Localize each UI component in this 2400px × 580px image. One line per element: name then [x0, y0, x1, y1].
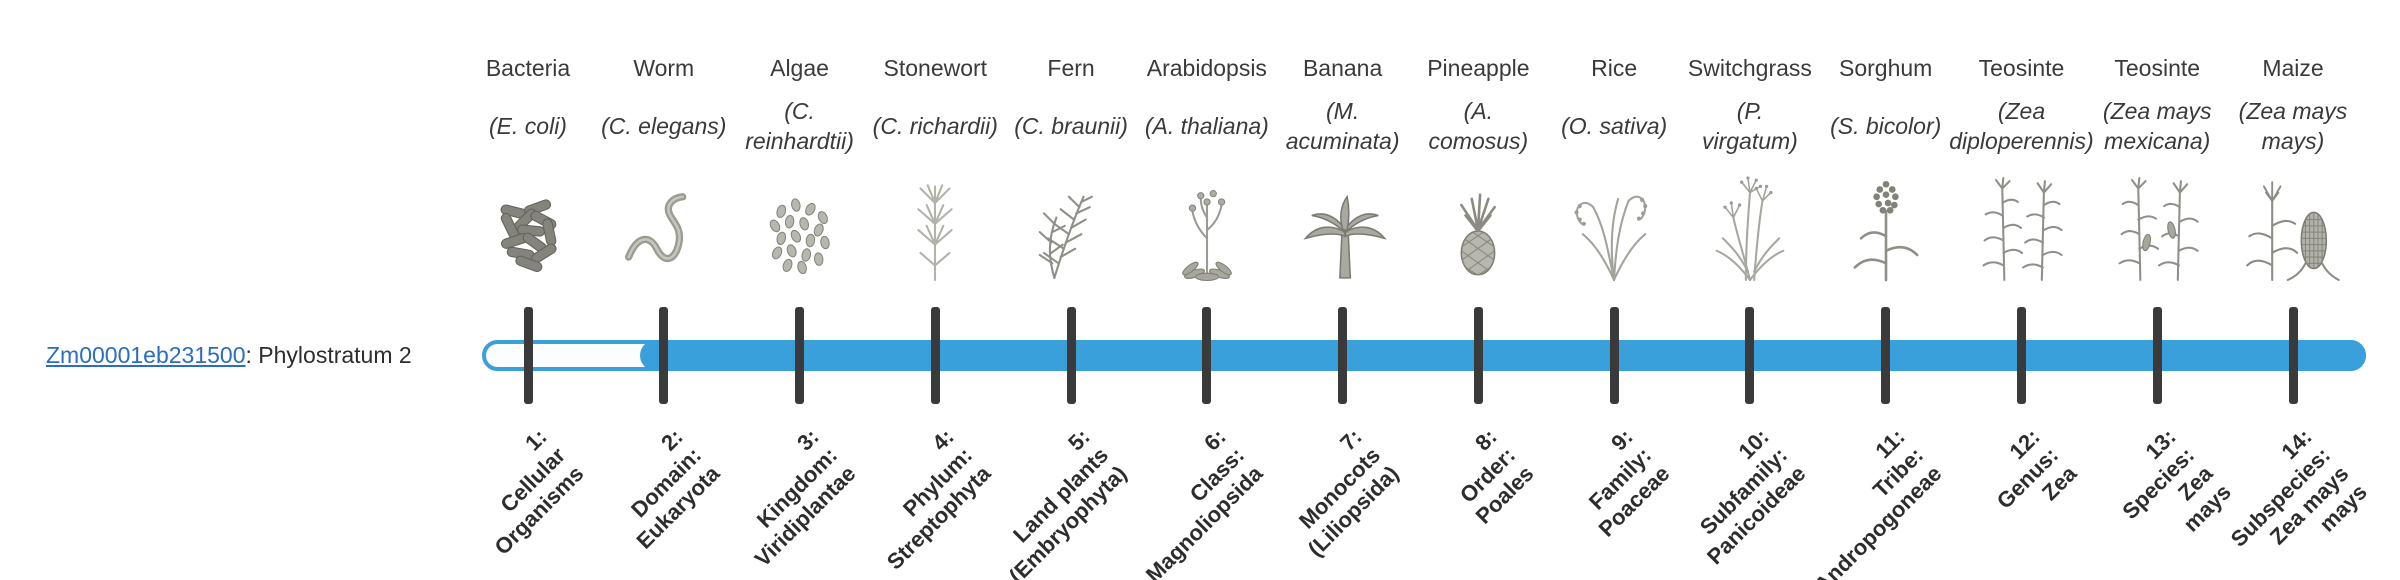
organism-scientific-name: (Zea mays mays) — [2238, 98, 2348, 154]
organism-scientific-name: (M. acuminata) — [1285, 98, 1400, 154]
organism-column-13: Teosinte (Zea mays mexicana) — [2062, 0, 2252, 580]
organism-column-7: Banana (M. acuminata) 7: Monocots (Lilio… — [1248, 0, 1438, 580]
gene-phylostratum-text: : Phylostratum 2 — [245, 342, 412, 368]
organism-scientific-name: (Zea diploperennis) — [1949, 98, 2094, 154]
organism-scientific-name: (E. coli) — [489, 113, 567, 139]
organism-scientific-name-wrap: (Zea diploperennis) — [1926, 94, 2116, 158]
organism-scientific-name: (S. bicolor) — [1830, 113, 1942, 139]
organism-column-8: Pineapple (A. comosus) 8: Order: Poales — [1383, 0, 1573, 580]
phylostratum-tick-14 — [2288, 307, 2298, 404]
organism-scientific-name: (A. thaliana) — [1144, 113, 1269, 139]
banana-icon — [1291, 170, 1395, 288]
teosinte-mexicana-icon — [2105, 170, 2209, 288]
switchgrass-icon — [1698, 170, 1802, 288]
rice-icon — [1562, 170, 1666, 288]
organism-column-5: Fern (C. braunii) 5: Land plants (Embryo… — [976, 0, 1166, 580]
organism-name: Teosinte — [2114, 55, 2201, 81]
phylostratum-bar-fill — [640, 340, 2366, 371]
stonewort-icon — [883, 170, 987, 288]
phylostratum-tick-8 — [1473, 307, 1483, 404]
organism-scientific-name: (C. braunii) — [1014, 113, 1128, 139]
organism-name: Teosinte — [1978, 55, 2065, 81]
organism-scientific-name: (C. elegans) — [601, 113, 727, 139]
phylostratum-tick-11 — [1881, 307, 1891, 404]
organism-scientific-name-wrap: (O. sativa) — [1519, 94, 1709, 158]
organism-column-11: Sorghum (S. bicolor) 11: Tr — [1791, 0, 1981, 580]
organism-name: Worm — [633, 55, 695, 81]
organism-column-12: Teosinte (Zea diploperennis) 12: Genus: … — [1926, 0, 2116, 580]
organism-scientific-name: (O. sativa) — [1561, 113, 1668, 139]
organism-scientific-name: (C. richardii) — [872, 113, 998, 139]
organism-scientific-name-wrap: (C. richardii) — [840, 94, 1030, 158]
sorghum-icon — [1834, 170, 1938, 288]
organism-name: Maize — [2262, 55, 2324, 81]
gene-label: Zm00001eb231500: Phylostratum 2 — [46, 341, 412, 369]
organism-scientific-name-wrap: (P. virgatum) — [1655, 94, 1845, 158]
organism-scientific-name-wrap: (Zea mays mays) — [2198, 94, 2388, 158]
gene-id-link[interactable]: Zm00001eb231500 — [46, 342, 246, 368]
phylostratum-tick-5 — [1066, 307, 1076, 404]
organism-scientific-name: (P. virgatum) — [1701, 98, 1798, 154]
phylostratum-tick-1 — [523, 307, 533, 404]
organism-column-10: Switchgrass (P. virgatum) — [1655, 0, 1845, 580]
organism-column-9: Rice (O. sativa) — [1519, 0, 1709, 580]
organism-scientific-name-wrap: (Zea mays mexicana) — [2062, 94, 2252, 158]
organism-column-14: Maize (Zea mays mays) — [2198, 0, 2388, 580]
phylostratum-tick-13 — [2152, 307, 2162, 404]
phylostratum-tick-9 — [1609, 307, 1619, 404]
organism-column-3: Algae (C. reinhardtii) 3: Kingdom: — [705, 0, 895, 580]
maize-icon — [2241, 170, 2345, 288]
organism-scientific-name: (A. comosus) — [1428, 98, 1529, 154]
fern-icon — [1019, 170, 1123, 288]
organism-name: Fern — [1047, 55, 1095, 81]
organism-column-4: Stonewort (C. richardii) 4: Phylum: Stre… — [840, 0, 1030, 580]
organism-scientific-name-wrap: (E. coli) — [433, 94, 623, 158]
phylostratum-tick-4 — [930, 307, 940, 404]
organism-name: Bacteria — [485, 55, 571, 81]
worm-icon — [612, 170, 716, 288]
organism-scientific-name: (C. reinhardtii) — [745, 98, 854, 154]
phylostratum-tick-6 — [1202, 307, 1212, 404]
organism-column-1: Bacteria (E. coli) — [433, 0, 623, 580]
organism-name: Sorghum — [1839, 55, 1933, 81]
organism-name: Switchgrass — [1687, 55, 1812, 81]
organism-column-6: Arabidopsis (A. thaliana) — [1112, 0, 1302, 580]
bacteria-icon — [476, 170, 580, 288]
organism-name: Arabidopsis — [1146, 55, 1267, 81]
phylostratum-tick-2 — [659, 307, 669, 404]
organism-scientific-name-wrap: (C. reinhardtii) — [705, 94, 895, 158]
algae-icon — [748, 170, 852, 288]
teosinte-diploperennis-icon — [1969, 170, 2073, 288]
phylostratum-tick-12 — [2016, 307, 2026, 404]
organism-name: Stonewort — [883, 55, 988, 81]
phylostratum-tick-7 — [1338, 307, 1348, 404]
organism-scientific-name: (Zea mays mexicana) — [2102, 98, 2212, 154]
organism-name: Rice — [1591, 55, 1638, 81]
organism-name: Pineapple — [1427, 55, 1530, 81]
organism-scientific-name-wrap: (M. acuminata) — [1248, 94, 1438, 158]
organism-scientific-name-wrap: (C. braunii) — [976, 94, 1166, 158]
pineapple-icon — [1426, 170, 1530, 288]
organism-scientific-name-wrap: (C. elegans) — [569, 94, 759, 158]
organism-scientific-name-wrap: (S. bicolor) — [1791, 94, 1981, 158]
phylostratum-tick-3 — [795, 307, 805, 404]
organism-column-2: Worm (C. elegans) 2: Domain: Eukaryota — [569, 0, 759, 580]
phylostratum-tick-10 — [1745, 307, 1755, 404]
organism-scientific-name-wrap: (A. comosus) — [1383, 94, 1573, 158]
arabidopsis-icon — [1155, 170, 1259, 288]
organism-name: Algae — [770, 55, 829, 81]
organism-scientific-name-wrap: (A. thaliana) — [1112, 94, 1302, 158]
organism-name: Banana — [1302, 55, 1383, 81]
